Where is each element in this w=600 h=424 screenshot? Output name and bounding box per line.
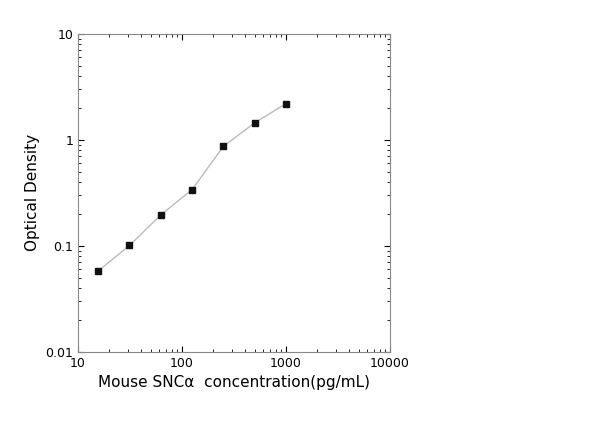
X-axis label: Mouse SNCα  concentration(pg/mL): Mouse SNCα concentration(pg/mL) [98, 375, 370, 391]
Y-axis label: Optical Density: Optical Density [25, 134, 40, 251]
